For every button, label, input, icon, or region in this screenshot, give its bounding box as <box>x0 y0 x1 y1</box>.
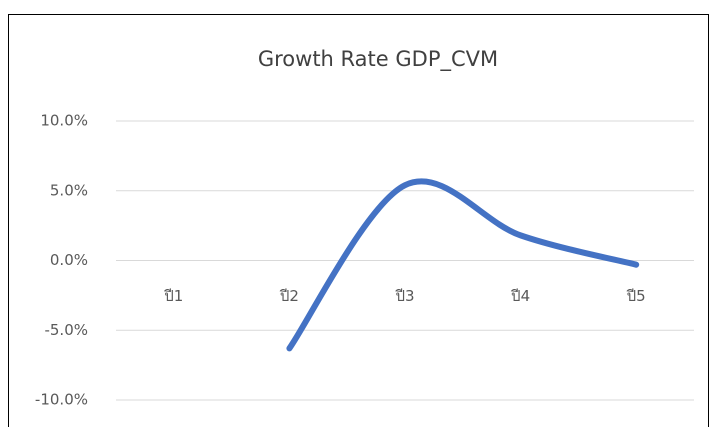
y-tick-label: 0.0% <box>50 251 88 269</box>
y-tick-label: 10.0% <box>40 112 88 130</box>
y-tick-label: -5.0% <box>44 321 88 339</box>
y-tick-label: -10.0% <box>35 391 88 409</box>
x-tick-label: ปี1 <box>163 287 183 305</box>
x-tick-label: ปี2 <box>279 287 299 305</box>
x-tick-label: ปี5 <box>626 287 646 305</box>
x-tick-label: ปี3 <box>395 287 415 305</box>
chart-frame <box>8 14 709 427</box>
line-series <box>286 178 640 352</box>
chart-title: Growth Rate GDP_CVM <box>258 47 498 72</box>
y-tick-label: 5.0% <box>50 181 88 199</box>
x-tick-label: ปี4 <box>510 287 530 305</box>
